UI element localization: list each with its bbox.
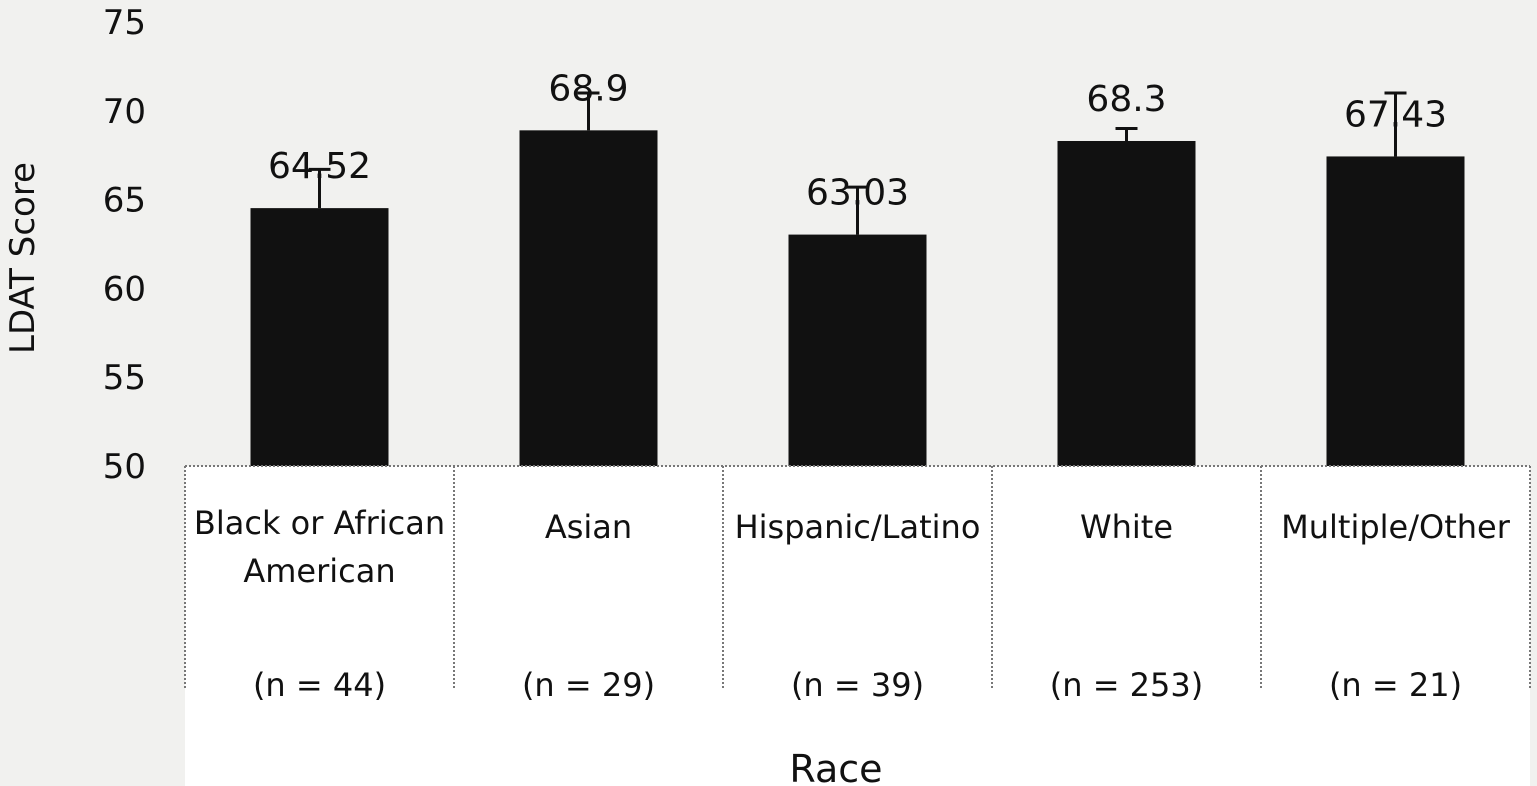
bar [788,234,927,466]
error-bars [308,91,1407,235]
y-tick-label: 50 [103,447,146,487]
category-n-label: (n = 253) [1050,666,1203,704]
bar [519,130,658,466]
category-label: American [243,552,395,590]
y-axis-title: LDAT Score [3,162,43,354]
value-label: 68.3 [1086,79,1166,120]
value-label: 63.03 [806,173,909,214]
y-tick-label: 60 [103,269,146,309]
category-n-label: (n = 29) [522,666,655,704]
category-label: Asian [545,508,632,546]
bar [1326,156,1465,466]
x-axis-title: Race [789,747,882,786]
y-tick-label: 55 [103,358,146,398]
value-label: 68.9 [548,68,628,109]
category-table: Black or African American (n = 44) Asian (n … [184,465,1531,704]
category-label: White [1080,508,1173,546]
bars [250,130,1465,466]
category-n-label: (n = 21) [1329,666,1462,704]
y-tick-label: 65 [103,181,146,221]
category-n-label: (n = 39) [791,666,924,704]
value-label: 64.52 [268,146,371,187]
value-label: 67.43 [1344,94,1447,135]
bar [1057,140,1196,466]
y-tick-label: 70 [103,92,146,132]
category-label: Multiple/Other [1281,508,1511,546]
category-label: Hispanic/Latino [735,508,981,546]
y-axis-ticks: 50 55 60 65 70 75 [103,3,146,487]
category-label: Black or African [194,504,445,542]
value-labels: 64.52 68.9 63.03 68.3 67.43 [268,68,1447,213]
category-table-background [185,466,1530,786]
y-tick-label: 75 [103,3,146,43]
bar [250,208,389,466]
category-n-label: (n = 44) [253,666,386,704]
